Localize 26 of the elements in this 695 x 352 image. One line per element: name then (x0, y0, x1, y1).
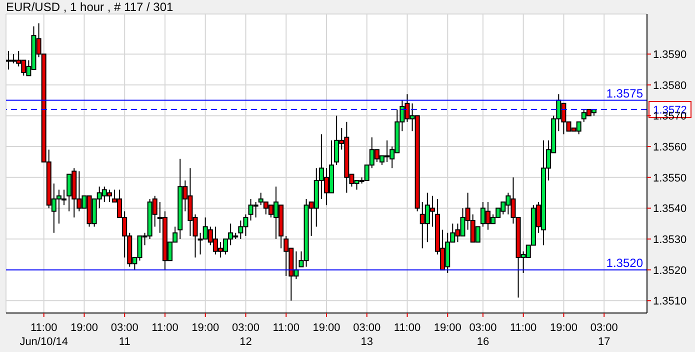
x-tick-label: 03:00 12 (232, 322, 260, 348)
x-tick-label: 03:00 11 (110, 322, 138, 348)
x-tick-label: 11:00 (510, 322, 537, 334)
x-tick-label: 03:00 17 (590, 322, 618, 348)
x-tick-label: 11:00 (152, 322, 178, 334)
chart-title: EUR/USD , 1 hour , # 117 / 301 (6, 0, 174, 14)
y-tick-label: 1.3520 (653, 264, 687, 277)
y-tick-label: 1.3590 (653, 48, 687, 61)
x-tick-label: 03:00 13 (353, 322, 381, 348)
y-tick-label: 1.3550 (653, 172, 687, 184)
y-tick-label: 1.3560 (653, 141, 687, 154)
x-tick-label: 19:00 (70, 322, 98, 334)
x-tick-label: 11:00 Jun/10/14 (20, 322, 68, 348)
x-tick-label: 19:00 (550, 322, 578, 334)
ref-line-label: 1.3575 (606, 86, 644, 100)
y-tick-label: 1.3530 (653, 234, 687, 246)
y-tick-label: 1.3510 (653, 296, 687, 308)
x-tick-label: 19:00 (434, 322, 462, 334)
x-tick-label: 11:00 (272, 322, 300, 334)
y-tick-label: 1.3540 (653, 203, 687, 216)
x-tick-label: 03:00 16 (469, 322, 497, 348)
x-tick-label: 19:00 (192, 322, 220, 334)
x-tick-label: 19:00 (312, 322, 340, 334)
ref-line-label: 1.3520 (606, 256, 644, 270)
y-tick-label: 1.3580 (653, 80, 687, 92)
x-tick-label: 11:00 (394, 322, 421, 334)
